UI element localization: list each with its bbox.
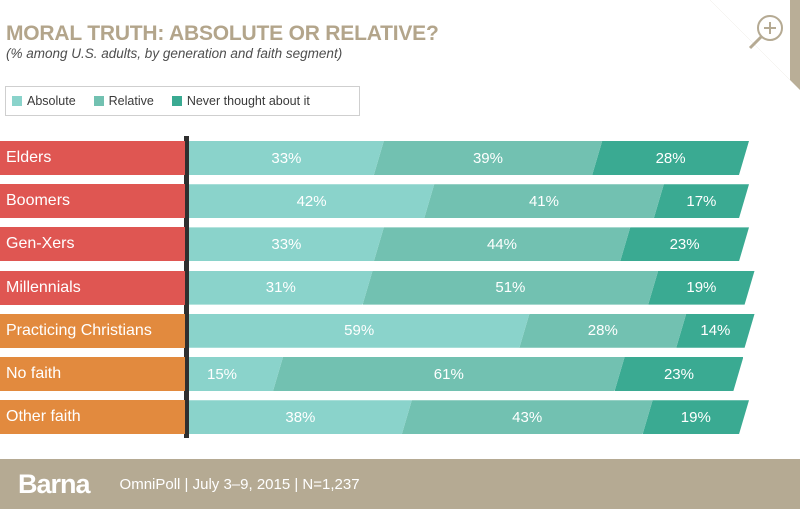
bar-segment-absolute: 15% (189, 357, 283, 391)
bar-segment-absolute: 59% (189, 313, 530, 348)
data-label: 59% (344, 322, 375, 340)
bar-segment-never-thought-about-it: 28% (592, 141, 749, 175)
stacked-bar-chart: Elders 33% 39% 28% Boomers 42% 41% 17% Gen-Xers 3… (0, 138, 800, 438)
bar-segment-relative: 51% (362, 270, 658, 305)
category-label: Millennials (0, 270, 185, 305)
legend-item: Never thought about it (171, 94, 310, 108)
data-label: 61% (433, 365, 464, 383)
brand-logo: Barna (18, 468, 91, 499)
data-label: 38% (285, 408, 316, 426)
data-label: 28% (587, 322, 618, 340)
category-label: Practicing Christians (0, 313, 185, 348)
category-label: No faith (0, 357, 185, 391)
corner-panel (710, 0, 790, 80)
bar-segment-absolute: 31% (189, 270, 373, 305)
data-label: 19% (686, 279, 717, 297)
data-label: 33% (271, 149, 302, 167)
data-label: 23% (669, 235, 700, 253)
bar-segment-never-thought-about-it: 23% (614, 357, 744, 391)
data-label: 43% (512, 408, 543, 426)
category-label: Other faith (0, 400, 185, 435)
data-label: 51% (495, 279, 526, 297)
bar-segment-never-thought-about-it: 19% (642, 400, 749, 435)
data-label: 31% (265, 279, 296, 297)
legend-swatch (171, 96, 182, 106)
bar-segment-relative: 41% (424, 184, 664, 219)
bar-segment-never-thought-about-it: 17% (653, 184, 749, 219)
chart-legend: Absolute Relative Never thought about it (5, 86, 360, 116)
data-label: 41% (528, 192, 559, 210)
zoom-in-icon[interactable] (748, 15, 783, 50)
data-label: 28% (655, 149, 686, 167)
legend-label: Absolute (27, 94, 76, 108)
data-label: 19% (680, 408, 711, 426)
data-label: 23% (663, 365, 694, 383)
data-label: 42% (296, 192, 327, 210)
data-label: 39% (472, 149, 503, 167)
bar-segment-absolute: 33% (189, 227, 384, 262)
data-label: 33% (271, 235, 302, 253)
legend-swatch (12, 96, 22, 106)
bar-segment-relative: 39% (373, 141, 603, 175)
legend-label: Never thought about it (186, 94, 310, 108)
bar-segment-relative: 44% (373, 227, 631, 262)
footer-bar: Barna OmniPoll | July 3–9, 2015 | N=1,23… (0, 459, 800, 509)
legend-item: Absolute (12, 94, 76, 108)
category-axis-line (184, 136, 189, 438)
bar-segment-never-thought-about-it: 14% (676, 313, 755, 348)
category-label: Boomers (0, 184, 185, 219)
data-label: 15% (207, 365, 238, 383)
data-label: 17% (686, 192, 717, 210)
chart-subtitle: (% among U.S. adults, by generation and … (6, 46, 343, 61)
legend-label: Relative (108, 94, 154, 108)
category-label: Gen-Xers (0, 227, 185, 262)
chart-title: MORAL TRUTH: ABSOLUTE OR RELATIVE? (6, 22, 439, 45)
bar-segment-never-thought-about-it: 19% (648, 270, 755, 305)
bar-segment-absolute: 38% (189, 400, 412, 435)
bar-segment-relative: 61% (273, 357, 625, 391)
source-note: OmniPoll | July 3–9, 2015 | N=1,237 (119, 475, 360, 493)
legend-swatch (93, 96, 104, 106)
bar-segment-relative: 43% (401, 400, 653, 435)
bar-segment-relative: 28% (519, 313, 686, 348)
bar-segment-never-thought-about-it: 23% (620, 227, 749, 262)
data-label: 14% (700, 322, 731, 340)
category-label: Elders (0, 141, 185, 175)
bar-segment-absolute: 33% (189, 141, 384, 175)
bar-segment-absolute: 42% (189, 184, 435, 219)
legend-item: Relative (93, 94, 154, 108)
data-label: 44% (486, 235, 517, 253)
zoom-corner[interactable] (710, 0, 800, 90)
